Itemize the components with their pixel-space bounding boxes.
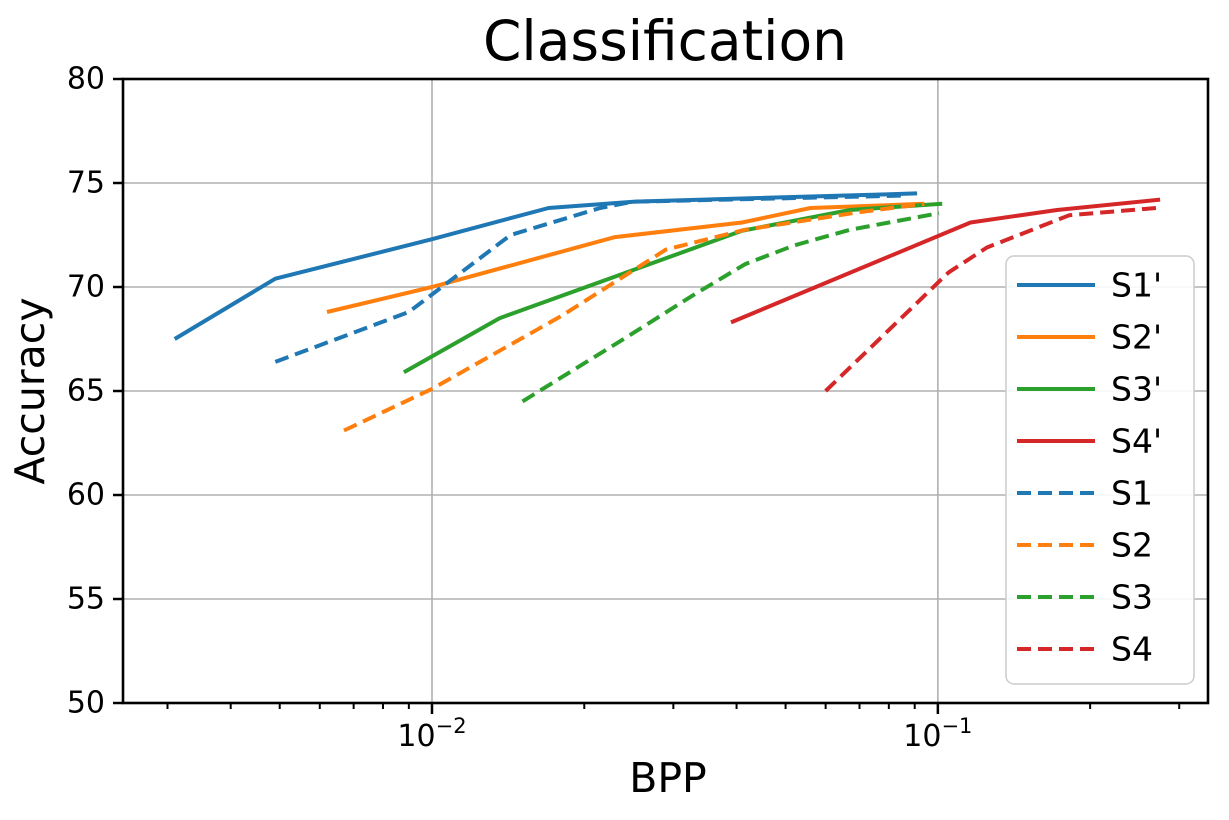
series-line-S2-prime <box>326 201 925 314</box>
series-line-S4-prime <box>730 197 1161 325</box>
legend-label-S4-prime: S4' <box>1111 422 1162 461</box>
series-line-S2 <box>343 201 925 433</box>
legend-label-S1: S1 <box>1111 474 1153 513</box>
y-tick-label: 70 <box>67 270 105 305</box>
legend-label-S4: S4 <box>1111 630 1153 669</box>
y-tick-label: 65 <box>67 374 105 409</box>
legend-label-S2: S2 <box>1111 526 1153 565</box>
y-tick-label: 55 <box>67 582 105 617</box>
series-line-S3 <box>521 211 940 404</box>
x-tick-label: 10−1 <box>903 714 972 754</box>
chart-title: Classification <box>483 9 847 73</box>
y-tick-label: 75 <box>67 166 105 201</box>
legend-label-S3: S3 <box>1111 578 1153 617</box>
series-layer <box>173 191 1161 433</box>
legend-label-S2-prime: S2' <box>1111 318 1162 357</box>
series-line-S3-prime <box>402 201 943 375</box>
legend-box <box>1005 255 1195 685</box>
series-line-S1-prime <box>173 191 918 341</box>
legend: S1' S2' S3' S4' S1 S2 S3 S4 <box>1005 255 1195 685</box>
y-axis-label: Accuracy <box>6 297 54 484</box>
x-tick-label: 10−2 <box>397 714 466 754</box>
series-line-S1 <box>274 193 908 364</box>
y-tick-label: 50 <box>67 686 105 721</box>
y-tick-label: 60 <box>67 478 105 513</box>
legend-label-S3-prime: S3' <box>1111 370 1162 409</box>
legend-label-S1-prime: S1' <box>1111 266 1162 305</box>
x-axis-label: BPP <box>629 754 707 802</box>
axes-layer: 50 55 60 65 70 75 80 10−2 10−1 <box>67 62 1210 754</box>
y-tick-label: 80 <box>67 62 105 97</box>
series-line-S4 <box>824 206 1157 393</box>
